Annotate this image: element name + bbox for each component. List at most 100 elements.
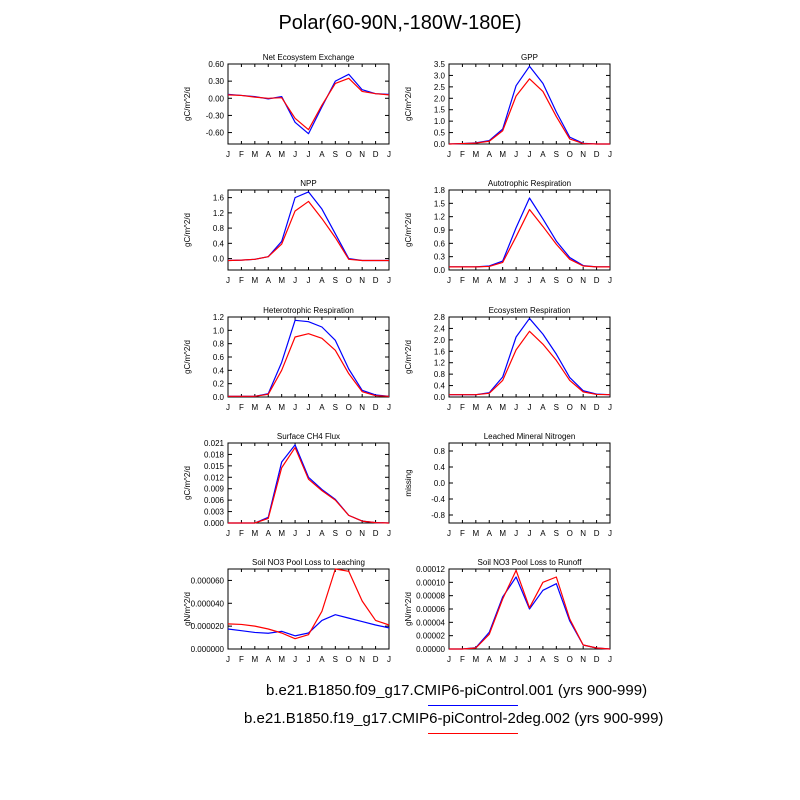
x-tick-label: J xyxy=(293,529,297,538)
x-tick-label: J xyxy=(514,655,518,664)
x-tick-label: J xyxy=(293,150,297,159)
y-tick-label: 0.0 xyxy=(434,393,446,402)
y-tick-label: 0.00006 xyxy=(416,605,445,614)
x-tick-label: N xyxy=(580,150,586,159)
series-line-2 xyxy=(448,78,610,145)
x-tick-label: S xyxy=(554,403,559,412)
x-tick-label: J xyxy=(387,150,391,159)
x-tick-label: J xyxy=(387,655,391,664)
series-line-2 xyxy=(449,330,611,396)
panel-title: Leached Mineral Nitrogen xyxy=(484,432,576,441)
y-tick-label: 0.00004 xyxy=(416,618,445,627)
y-tick-label: 0.021 xyxy=(204,439,225,448)
x-tick-label: A xyxy=(540,655,546,664)
y-tick-label: 0.00010 xyxy=(416,578,445,587)
x-tick-label: O xyxy=(567,655,573,664)
y-tick-label: 2.4 xyxy=(434,324,446,333)
x-tick-label: F xyxy=(239,529,244,538)
x-tick-label: A xyxy=(266,529,272,538)
x-tick-label: J xyxy=(447,276,451,285)
x-tick-label: A xyxy=(487,150,493,159)
x-tick-label: A xyxy=(266,655,272,664)
panel-title: Autotrophic Respiration xyxy=(488,179,571,188)
x-tick-label: N xyxy=(359,529,365,538)
panel-title: Net Ecosystem Exchange xyxy=(263,53,355,62)
x-tick-label: A xyxy=(540,529,546,538)
y-tick-label: 2.0 xyxy=(434,336,446,345)
x-tick-label: D xyxy=(594,655,600,664)
x-tick-label: J xyxy=(307,529,311,538)
x-tick-label: M xyxy=(278,403,285,412)
x-tick-label: M xyxy=(499,655,506,664)
x-tick-label: J xyxy=(528,276,532,285)
y-tick-label: 0.0 xyxy=(434,266,446,275)
y-tick-label: 0.6 xyxy=(213,353,225,362)
x-tick-label: D xyxy=(373,150,379,159)
x-tick-label: F xyxy=(239,276,244,285)
series-line-2 xyxy=(228,446,390,524)
plot-frame xyxy=(448,63,611,145)
panel-5: J F M A M J J A S O N D J0.00.20.40.60.81.01.2Hetero… xyxy=(183,306,391,412)
x-tick-label: O xyxy=(567,403,573,412)
x-tick-label: S xyxy=(554,655,559,664)
y-tick-label: 0.4 xyxy=(213,366,225,375)
x-tick-label: S xyxy=(554,276,559,285)
x-tick-label: J xyxy=(608,150,612,159)
x-tick-label: O xyxy=(567,529,573,538)
x-tick-label: J xyxy=(293,403,297,412)
plot-frame xyxy=(227,442,390,524)
y-tick-label: 1.2 xyxy=(213,209,225,218)
x-tick-label: A xyxy=(266,276,272,285)
series-line-1 xyxy=(227,73,390,135)
x-tick-label: M xyxy=(499,150,506,159)
x-tick-label: F xyxy=(460,529,465,538)
y-tick-label: 2.0 xyxy=(434,94,446,103)
x-tick-label: J xyxy=(514,529,518,538)
x-tick-label: F xyxy=(239,150,244,159)
y-axis-label: gC/m^2/d xyxy=(183,87,192,121)
x-tick-label: A xyxy=(487,655,493,664)
x-tick-label: D xyxy=(594,403,600,412)
y-tick-label: 0.0 xyxy=(434,140,446,149)
legend-entry-2-label: b.e21.B1850.f19_g17.CMIP6-piControl-2deg… xyxy=(244,710,664,727)
x-tick-label: J xyxy=(387,529,391,538)
x-tick-label: F xyxy=(239,403,244,412)
x-tick-label: M xyxy=(472,403,479,412)
x-tick-label: N xyxy=(580,529,586,538)
legend-entry-1-line xyxy=(428,705,518,706)
y-tick-label: 0.018 xyxy=(204,450,225,459)
x-tick-label: J xyxy=(226,655,230,664)
x-tick-label: J xyxy=(528,529,532,538)
x-tick-label: M xyxy=(251,529,258,538)
x-tick-label: M xyxy=(472,655,479,664)
x-tick-label: N xyxy=(580,655,586,664)
x-tick-label: O xyxy=(346,150,352,159)
x-tick-label: J xyxy=(608,403,612,412)
plot-frame xyxy=(227,568,390,650)
panel-title: Soil NO3 Pool Loss to Leaching xyxy=(252,558,365,567)
y-tick-label: 0.00012 xyxy=(416,565,445,574)
y-tick-label: 1.8 xyxy=(434,186,446,195)
y-tick-label: -0.30 xyxy=(206,111,225,120)
x-tick-label: O xyxy=(567,150,573,159)
y-tick-label: 0.012 xyxy=(204,473,225,482)
x-tick-label: D xyxy=(594,529,600,538)
panel-title: Heterotrophic Respiration xyxy=(263,306,354,315)
plot-frame xyxy=(448,442,611,524)
x-tick-label: D xyxy=(373,529,379,538)
series-line-1 xyxy=(449,576,611,650)
plot-frame xyxy=(227,63,390,145)
y-tick-label: 0.006 xyxy=(204,496,225,505)
y-tick-label: 0.8 xyxy=(434,370,446,379)
y-tick-label: 0.000040 xyxy=(191,599,225,608)
x-tick-label: J xyxy=(293,276,297,285)
series-line-1 xyxy=(448,65,610,145)
x-tick-label: J xyxy=(608,529,612,538)
x-tick-label: M xyxy=(251,276,258,285)
y-tick-label: -0.4 xyxy=(431,495,445,504)
y-tick-label: 0.8 xyxy=(213,224,225,233)
x-tick-label: A xyxy=(540,276,546,285)
x-tick-label: M xyxy=(251,150,258,159)
x-tick-label: J xyxy=(608,655,612,664)
